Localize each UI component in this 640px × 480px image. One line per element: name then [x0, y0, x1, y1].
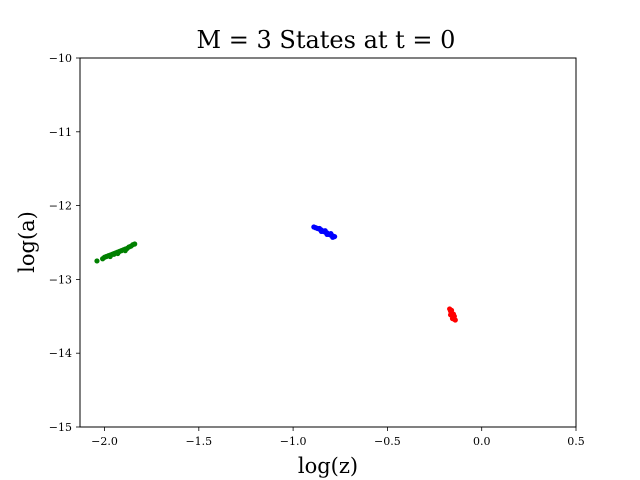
x-axis-label: log(z)	[298, 454, 358, 478]
data-point-series-1	[111, 251, 117, 257]
y-tick-label: −13	[49, 273, 72, 286]
chart-title: M = 3 States at t = 0	[197, 26, 456, 54]
data-point-series-2	[318, 228, 324, 235]
x-tick-label: 0.5	[567, 435, 585, 448]
x-axis: −2.0 −1.5 −1.0 −0.5 0.0 0.5	[91, 427, 585, 448]
data-point-series-3	[452, 317, 458, 323]
plot-frame	[79, 57, 577, 428]
x-tick-label: −1.0	[280, 435, 307, 448]
points-layer	[94, 224, 458, 323]
y-axis-label: log(a)	[15, 211, 39, 273]
x-tick-label: −1.5	[185, 435, 212, 448]
x-tick-label: −2.0	[91, 435, 118, 448]
data-point-series-2	[324, 231, 330, 237]
y-tick-label: −12	[49, 200, 72, 213]
y-tick-label: −14	[49, 347, 72, 360]
data-point-series-1	[94, 258, 100, 264]
y-tick-label: −10	[49, 52, 72, 65]
x-tick-label: 0.0	[473, 435, 491, 448]
data-point-series-2	[330, 234, 336, 240]
x-tick-label: −0.5	[374, 435, 401, 448]
y-tick-label: −11	[49, 126, 72, 139]
data-point-series-1	[122, 248, 128, 254]
data-point-series-1	[107, 253, 113, 260]
data-point-series-1	[132, 241, 138, 247]
y-axis: −15 −14 −13 −12 −11 −10	[49, 52, 80, 434]
y-tick-label: −15	[49, 421, 72, 434]
